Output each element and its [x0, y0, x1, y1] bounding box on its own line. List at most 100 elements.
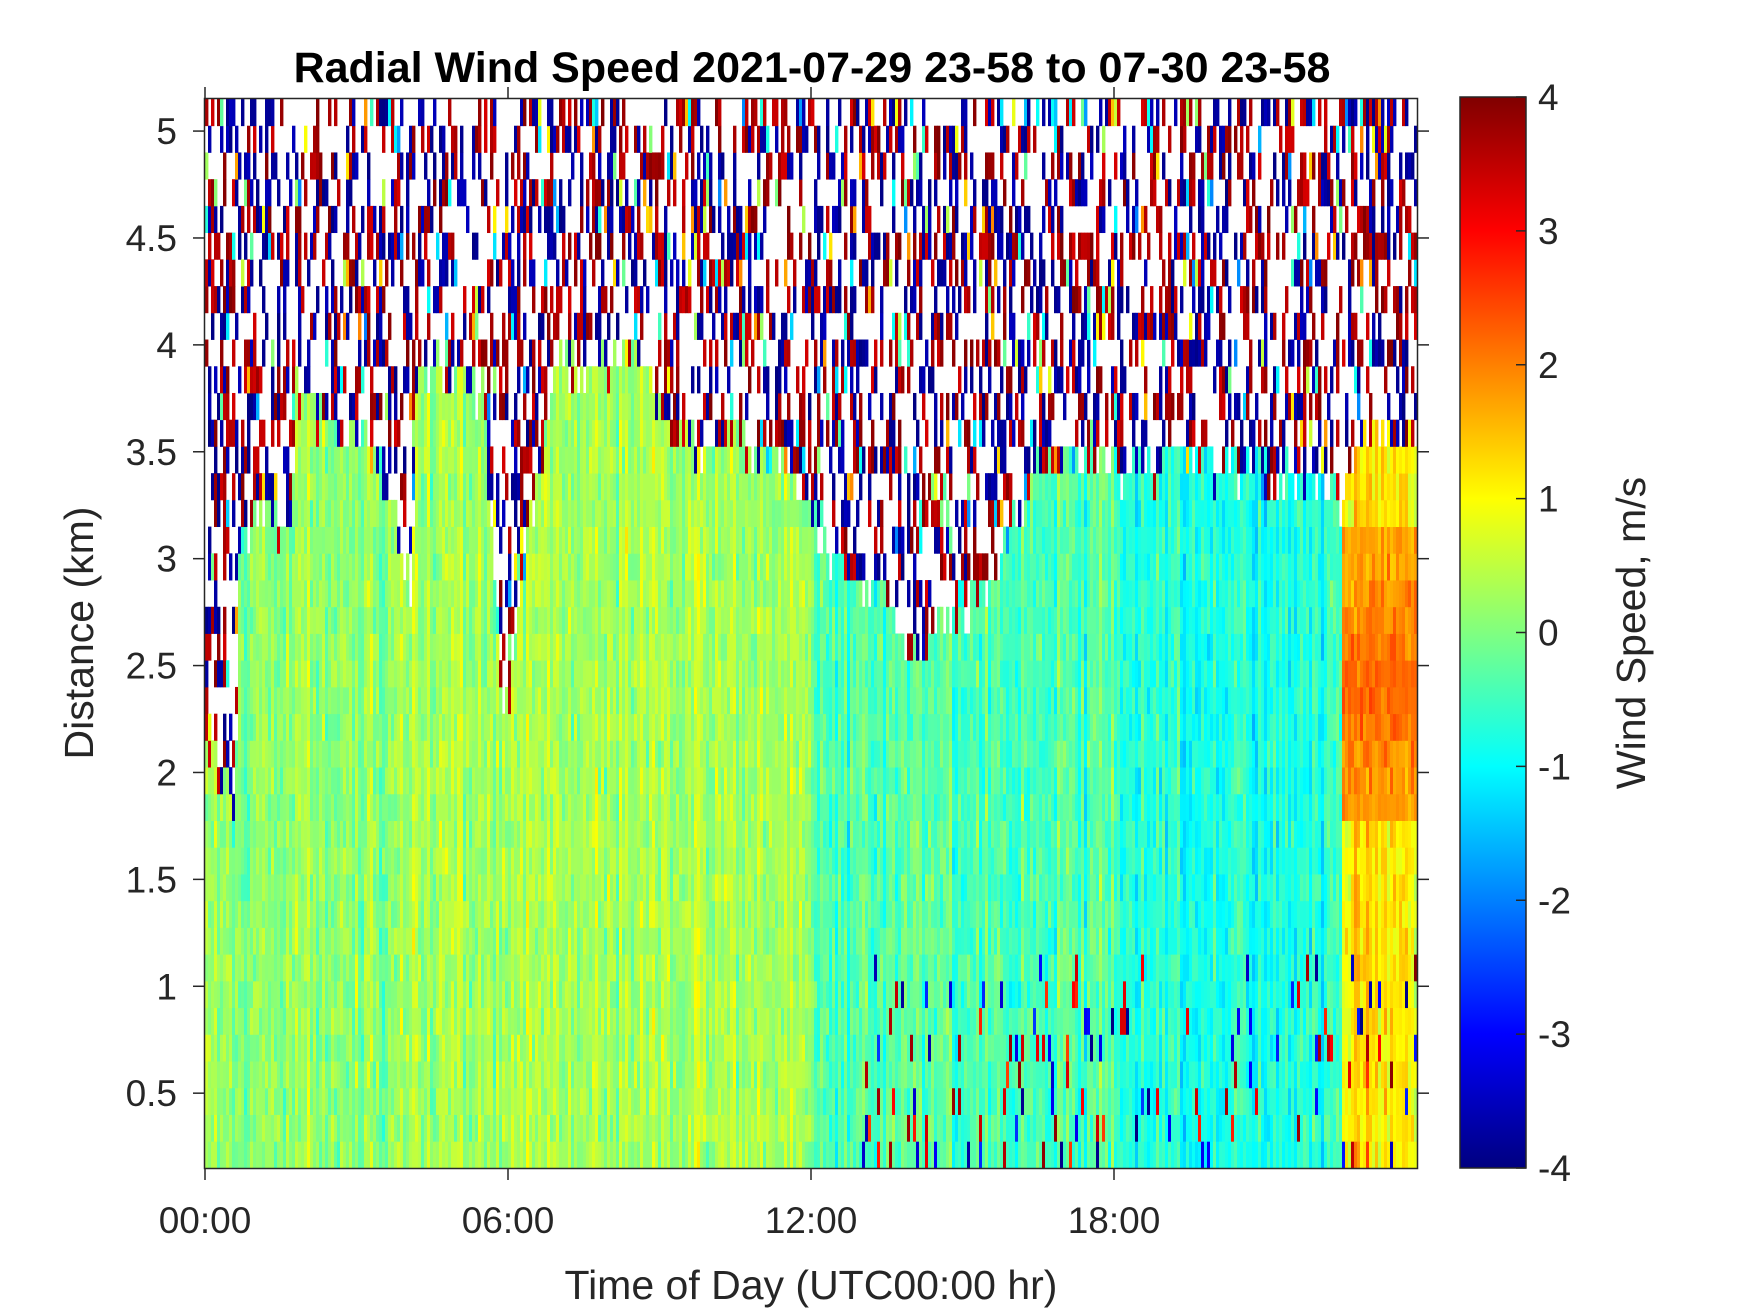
heatmap-cell — [511, 927, 515, 955]
heatmap-cell — [568, 553, 572, 581]
heatmap-cell — [481, 874, 485, 902]
heatmap-cell — [532, 259, 536, 287]
heatmap-cell — [442, 499, 446, 528]
heatmap-cell — [325, 553, 329, 581]
heatmap-cell — [316, 927, 320, 955]
heatmap-cell — [325, 980, 329, 1009]
heatmap-cell — [385, 392, 389, 421]
heatmap-cell — [547, 954, 551, 982]
heatmap-cell — [622, 633, 626, 661]
heatmap-cell — [427, 767, 431, 795]
heatmap-cell — [259, 793, 263, 821]
heatmap-cell — [625, 419, 629, 447]
heatmap-cell — [343, 713, 347, 741]
heatmap-cell — [565, 446, 569, 474]
heatmap-cell — [556, 1034, 560, 1062]
heatmap-cell — [493, 686, 497, 715]
heatmap-cell — [349, 152, 353, 180]
heatmap-cell — [472, 125, 476, 153]
heatmap-cell — [586, 1141, 590, 1169]
heatmap-cell — [493, 954, 497, 982]
heatmap-cell — [268, 526, 272, 554]
heatmap-cell — [415, 713, 419, 741]
heatmap-cell — [667, 980, 671, 1009]
heatmap-cell — [649, 980, 653, 1009]
heatmap-cell — [487, 740, 491, 768]
heatmap-cell — [358, 580, 362, 608]
heatmap-cell — [301, 553, 305, 581]
heatmap-cell — [469, 820, 473, 848]
heatmap-cell — [301, 874, 305, 902]
heatmap-cell — [229, 553, 233, 581]
heatmap-cell — [439, 446, 443, 474]
heatmap-cell — [496, 606, 500, 634]
heatmap-cell — [436, 446, 440, 474]
heatmap-cell — [643, 366, 647, 394]
heatmap-cell — [439, 419, 443, 447]
heatmap-cell — [574, 660, 578, 688]
heatmap-cell — [580, 900, 584, 928]
heatmap-cell — [427, 259, 431, 287]
heatmap-cell — [259, 900, 263, 928]
heatmap-cell — [490, 553, 494, 581]
heatmap-cell — [595, 740, 599, 768]
heatmap-cell — [289, 660, 293, 688]
heatmap-cell — [250, 1007, 254, 1035]
heatmap-cell — [586, 392, 590, 421]
heatmap-cell — [328, 900, 332, 928]
heatmap-cell — [286, 1007, 290, 1035]
heatmap-cell — [589, 1087, 593, 1115]
heatmap-cell — [289, 526, 293, 554]
heatmap-cell — [337, 686, 341, 715]
heatmap-cell — [559, 740, 563, 768]
heatmap-cell — [217, 1087, 221, 1115]
heatmap-cell — [322, 473, 326, 501]
heatmap-cell — [334, 954, 338, 982]
heatmap-cell — [250, 847, 254, 875]
heatmap-cell — [367, 633, 371, 661]
heatmap-cell — [598, 1007, 602, 1035]
heatmap-cell — [562, 767, 566, 795]
heatmap-cell — [661, 874, 665, 902]
heatmap-cell — [343, 686, 347, 715]
heatmap-cell — [385, 1087, 389, 1115]
heatmap-cell — [391, 847, 395, 875]
heatmap-cell — [544, 1141, 548, 1169]
heatmap-cell — [565, 419, 569, 447]
heatmap-cell — [628, 1034, 632, 1062]
heatmap-cell — [628, 980, 632, 1009]
heatmap-cell — [436, 927, 440, 955]
heatmap-cell — [328, 553, 332, 581]
heatmap-cell — [640, 686, 644, 715]
heatmap-cell — [550, 392, 554, 421]
heatmap-cell — [283, 633, 287, 661]
heatmap-cell — [463, 580, 467, 608]
heatmap-cell — [592, 927, 596, 955]
heatmap-cell — [358, 339, 362, 367]
heatmap-cell — [610, 713, 614, 741]
heatmap-cell — [505, 1034, 509, 1062]
heatmap-cell — [658, 980, 662, 1009]
heatmap-cell — [463, 740, 467, 768]
heatmap-cell — [394, 713, 398, 741]
heatmap-cell — [508, 740, 512, 768]
heatmap-cell — [247, 1114, 251, 1142]
heatmap-cell — [367, 526, 371, 554]
heatmap-cell — [535, 927, 539, 955]
heatmap-cell — [436, 820, 440, 848]
heatmap-cell — [379, 1087, 383, 1115]
heatmap-cell — [400, 1061, 404, 1089]
heatmap-cell — [403, 900, 407, 928]
heatmap-cell — [661, 686, 665, 715]
heatmap-cell — [283, 1114, 287, 1142]
heatmap-cell — [337, 767, 341, 795]
heatmap-cell — [340, 686, 344, 715]
heatmap-cell — [508, 1114, 512, 1142]
heatmap-cell — [559, 1034, 563, 1062]
heatmap-cell — [247, 874, 251, 902]
heatmap-cell — [319, 473, 323, 501]
heatmap-cell — [469, 606, 473, 634]
heatmap-cell — [439, 660, 443, 688]
heatmap-cell — [580, 152, 584, 180]
heatmap-cell — [505, 1087, 509, 1115]
